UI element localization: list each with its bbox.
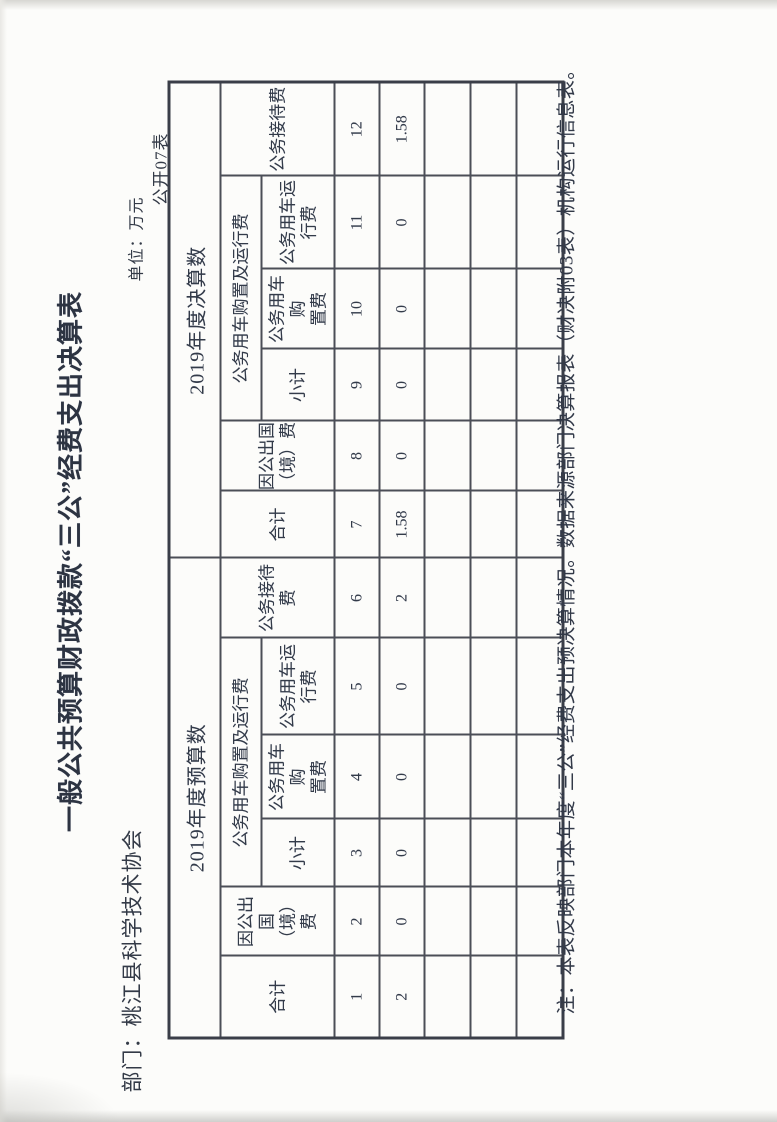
column-number-11: 11 bbox=[334, 175, 379, 269]
col-header-7: 合计 bbox=[220, 490, 334, 558]
col-header-8: 因公出国 （境）费 bbox=[220, 420, 334, 491]
value-cell-9: 0 bbox=[379, 348, 424, 421]
value-cell-6: 2 bbox=[379, 557, 424, 638]
empty-cell bbox=[424, 818, 470, 887]
column-number-7: 7 bbox=[334, 490, 379, 558]
value-cell-8: 0 bbox=[379, 420, 424, 491]
value-cell-7: 1.58 bbox=[379, 490, 424, 558]
empty-cell bbox=[424, 637, 470, 735]
column-number-12: 12 bbox=[334, 81, 379, 176]
column-number-6: 6 bbox=[334, 557, 379, 638]
col-header-vehicle-group-2: 公务用车购置及运行费 bbox=[220, 637, 261, 887]
group-header-budget: 2019年度预算数 bbox=[168, 557, 220, 1038]
meta-row: 部门：桃江县科学技术协会 单位：万元 bbox=[116, 196, 146, 1092]
value-cell-10: 0 bbox=[379, 268, 424, 349]
empty-cell bbox=[470, 734, 516, 819]
column-number-9: 9 bbox=[334, 348, 379, 421]
empty-cell bbox=[424, 348, 470, 421]
value-cell-4: 0 bbox=[379, 734, 424, 819]
empty-cell bbox=[424, 557, 470, 638]
unit-label: 单位：万元 bbox=[128, 196, 145, 282]
column-number-5: 5 bbox=[334, 637, 379, 735]
empty-cell bbox=[470, 637, 516, 735]
value-cell-5: 0 bbox=[379, 637, 424, 735]
empty-cell bbox=[470, 490, 516, 558]
value-cell-11: 0 bbox=[379, 175, 424, 269]
col-subheader-10: 公务用车购 置费 bbox=[261, 268, 334, 349]
empty-cell bbox=[470, 348, 516, 421]
empty-cell bbox=[470, 81, 516, 176]
empty-cell bbox=[424, 886, 470, 956]
empty-cell bbox=[424, 268, 470, 349]
value-cell-3: 0 bbox=[379, 818, 424, 887]
col-header-1: 合计 bbox=[220, 955, 334, 1038]
footnote: 注：本表反映部门本年度“三公”经费支出预决算情况。数据来源部门决算报表（财决附0… bbox=[556, 59, 577, 1014]
col-subheader-4: 公务用车购 置费 bbox=[261, 734, 334, 819]
column-number-2: 2 bbox=[334, 886, 379, 956]
col-header-vehicle-group-6: 公务用车购置及运行费 bbox=[220, 175, 261, 421]
column-number-1: 1 bbox=[334, 955, 379, 1038]
empty-cell bbox=[470, 420, 516, 491]
col-header-2: 因公出国 （境）费 bbox=[220, 886, 334, 956]
page-title: 一般公共预算财政拨款“三公”经费支出决算表 bbox=[56, 290, 85, 832]
col-subheader-9: 小计 bbox=[261, 348, 334, 421]
col-header-12: 公务接待费 bbox=[220, 81, 334, 176]
empty-cell bbox=[424, 175, 470, 269]
empty-cell bbox=[470, 955, 516, 1038]
empty-cell bbox=[424, 490, 470, 558]
empty-cell bbox=[424, 734, 470, 819]
value-cell-2: 0 bbox=[379, 886, 424, 956]
value-cell-1: 2 bbox=[379, 955, 424, 1038]
empty-cell bbox=[470, 268, 516, 349]
empty-cell bbox=[470, 818, 516, 887]
column-number-8: 8 bbox=[334, 420, 379, 491]
value-cell-12: 1.58 bbox=[379, 81, 424, 176]
column-number-3: 3 bbox=[334, 818, 379, 887]
column-number-10: 10 bbox=[334, 268, 379, 349]
col-subheader-11: 公务用车运 行费 bbox=[261, 175, 334, 269]
empty-cell bbox=[424, 955, 470, 1038]
column-number-4: 4 bbox=[334, 734, 379, 819]
col-header-6: 公务接待费 bbox=[220, 557, 334, 638]
empty-cell bbox=[470, 557, 516, 638]
empty-cell bbox=[424, 81, 470, 176]
empty-cell bbox=[470, 886, 516, 956]
col-subheader-5: 公务用车运 行费 bbox=[261, 637, 334, 735]
empty-cell bbox=[470, 175, 516, 269]
department-label: 部门：桃江县科学技术协会 bbox=[120, 828, 144, 1092]
col-subheader-3: 小计 bbox=[261, 818, 334, 887]
three-public-expense-table: 2019年度预算数 2019年度决算数 合计 因公出国 （境）费 公务用车购置及运行费公… bbox=[167, 80, 564, 1039]
empty-cell bbox=[424, 420, 470, 491]
group-header-final: 2019年度决算数 bbox=[168, 81, 220, 558]
